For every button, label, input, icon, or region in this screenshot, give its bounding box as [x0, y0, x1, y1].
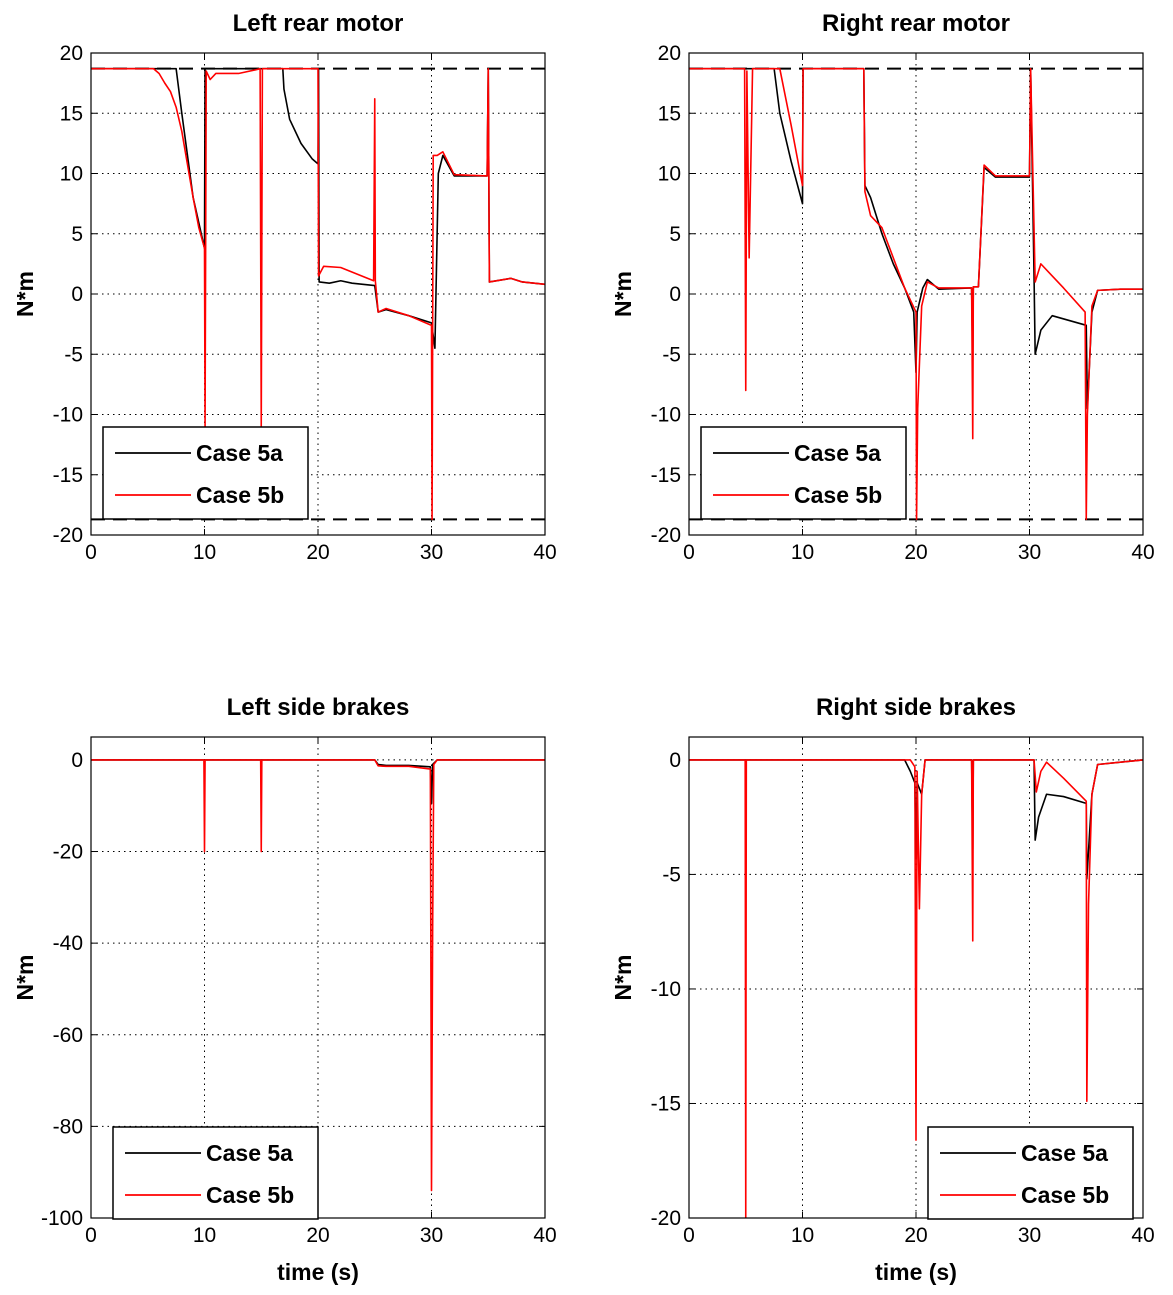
y-tick-label: -40: [53, 932, 83, 955]
x-tick-label: 40: [533, 541, 556, 564]
legend: Case 5a Case 5b: [112, 1126, 319, 1220]
x-tick-label: 30: [1018, 541, 1041, 564]
subplot-4: 0 10 20 30 40 -20 -15 -10 -5 0 Right side brakes N*…: [610, 694, 1155, 1285]
y-tick-label: 20: [658, 42, 681, 65]
y-axis-label: N*m: [12, 271, 38, 317]
subplot-3: 0 10 20 30 40 -100 -80 -60 -40 -20 0 Left side brak…: [12, 694, 557, 1285]
x-tick-label: 20: [306, 541, 329, 564]
axes-frame: [688, 52, 1144, 536]
x-tick-label: 30: [420, 1224, 443, 1247]
x-tick-label: 20: [904, 1224, 927, 1247]
y-tick-label: -80: [53, 1115, 83, 1138]
y-tick-label: -15: [53, 464, 83, 487]
x-axis-label: time (s): [277, 1259, 359, 1285]
chart-title: Right rear motor: [822, 10, 1010, 37]
y-tick-label: -20: [651, 1207, 681, 1230]
chart-title: Left side brakes: [227, 694, 410, 721]
chart-title: Left rear motor: [233, 10, 404, 37]
legend-box: [927, 1126, 1134, 1220]
legend: Case 5a Case 5b: [102, 426, 309, 520]
y-tick-label: 20: [60, 42, 83, 65]
legend: Case 5a Case 5b: [700, 426, 907, 520]
y-tick-label: 15: [60, 102, 83, 125]
legend-label: Case 5a: [794, 440, 881, 466]
x-tick-label: 30: [420, 541, 443, 564]
y-tick-label: -20: [53, 841, 83, 864]
series-group: [689, 67, 1143, 521]
series-line-case-5b: [91, 67, 545, 521]
legend-label: Case 5b: [1021, 1182, 1109, 1208]
y-axis-label: N*m: [610, 954, 636, 1000]
y-tick-label: 10: [658, 163, 681, 186]
y-tick-label: 5: [669, 223, 681, 246]
x-tick-label: 20: [306, 1224, 329, 1247]
subplot-1: 0 10 20 30 40 -20 -15 -10 -5 0 5 10 15 20 Left rear mo…: [12, 10, 557, 564]
y-tick-label: -15: [651, 1092, 681, 1115]
y-tick-label: -100: [41, 1207, 83, 1230]
y-tick-label: -60: [53, 1024, 83, 1047]
x-tick-label: 20: [904, 541, 927, 564]
legend-label: Case 5a: [206, 1140, 293, 1166]
y-axis-label: N*m: [610, 271, 636, 317]
x-tick-label: 0: [85, 541, 97, 564]
x-tick-label: 10: [193, 541, 216, 564]
series-group: [689, 759, 1143, 1218]
legend-label: Case 5a: [1021, 1140, 1108, 1166]
y-tick-label: -10: [651, 404, 681, 427]
x-tick-label: 10: [791, 541, 814, 564]
y-axis-label: N*m: [12, 954, 38, 1000]
legend-label: Case 5b: [794, 482, 882, 508]
x-tick-label: 0: [683, 541, 695, 564]
legend-box: [112, 1126, 319, 1220]
series-line-case-5b: [91, 759, 545, 1192]
y-tick-label: 5: [71, 223, 83, 246]
legend-label: Case 5b: [196, 482, 284, 508]
y-tick-label: 15: [658, 102, 681, 125]
legend-label: Case 5b: [206, 1182, 294, 1208]
x-tick-label: 0: [683, 1224, 695, 1247]
axes-frame: [90, 52, 546, 536]
x-tick-label: 40: [1131, 541, 1154, 564]
x-tick-label: 0: [85, 1224, 97, 1247]
y-tick-label: -10: [651, 978, 681, 1001]
legend: Case 5a Case 5b: [927, 1126, 1134, 1220]
y-tick-label: 0: [71, 749, 83, 772]
y-tick-label: -5: [64, 343, 83, 366]
y-tick-label: 0: [669, 283, 681, 306]
x-tick-label: 10: [193, 1224, 216, 1247]
series-line-case-5b: [689, 67, 1143, 521]
legend-box: [102, 426, 309, 520]
y-tick-label: -10: [53, 404, 83, 427]
series-line-case-5b: [689, 759, 1143, 1218]
x-tick-label: 30: [1018, 1224, 1041, 1247]
y-tick-label: -20: [651, 524, 681, 547]
legend-label: Case 5a: [196, 440, 283, 466]
x-tick-label: 40: [1131, 1224, 1154, 1247]
y-tick-label: -5: [662, 343, 681, 366]
x-tick-label: 40: [533, 1224, 556, 1247]
x-axis-label: time (s): [875, 1259, 957, 1285]
legend-box: [700, 426, 907, 520]
x-tick-label: 10: [791, 1224, 814, 1247]
y-tick-label: 0: [71, 283, 83, 306]
subplot-2: 0 10 20 30 40 -20 -15 -10 -5 0 5 10 15 20 Right rear m…: [610, 10, 1155, 564]
y-tick-label: -20: [53, 524, 83, 547]
chart-title: Right side brakes: [816, 694, 1016, 721]
y-tick-label: -5: [662, 863, 681, 886]
y-tick-label: 0: [669, 749, 681, 772]
y-tick-label: 10: [60, 163, 83, 186]
y-tick-label: -15: [651, 464, 681, 487]
series-group: [91, 759, 545, 1192]
axes-frame: [688, 736, 1144, 1219]
